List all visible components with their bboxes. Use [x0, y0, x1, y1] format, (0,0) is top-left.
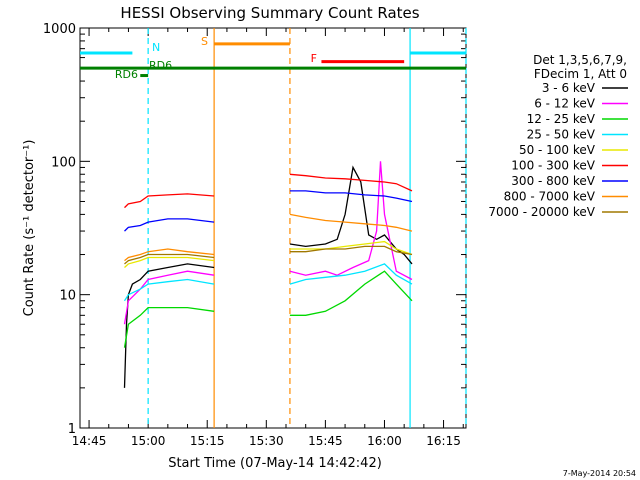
series-line-8-1: [289, 245, 413, 256]
x-tick-label-2: 15:15: [190, 434, 225, 448]
flag-label-4: RD6: [115, 68, 138, 81]
markers-layer: [147, 28, 467, 428]
x-tick-label-6: 16:15: [426, 434, 461, 448]
legend-entry-label-2: 12 - 25 keV: [527, 112, 596, 126]
x-tick-label-3: 15:30: [249, 434, 284, 448]
plot-border: [79, 27, 467, 429]
legend-entry-label-6: 300 - 800 keV: [511, 174, 595, 188]
series-line-5-1: [289, 173, 413, 192]
plot-frame: [79, 27, 467, 429]
series-line-1-0: [123, 270, 215, 325]
legend-header-1: FDecim 1, Att 0: [534, 67, 627, 81]
x-tick-label-1: 15:00: [131, 434, 166, 448]
y-tick-label-2: 100: [51, 155, 76, 170]
x-tick-label-4: 15:45: [308, 434, 343, 448]
series-line-8-0: [124, 253, 215, 265]
series-line-6-1: [289, 190, 413, 203]
y-tick-label-1: 10: [59, 289, 76, 304]
flag-label-2: F: [311, 52, 317, 65]
legend: Det 1,3,5,6,7,9,FDecim 1, Att 03 - 6 keV…: [488, 53, 628, 219]
series-line-2-0: [123, 306, 215, 348]
series-layer: [123, 161, 413, 388]
x-axis-label: Start Time (07-May-14 14:42:42): [168, 456, 382, 471]
series-line-6-0: [124, 218, 215, 232]
series-line-3-0: [123, 278, 215, 302]
legend-entry-label-7: 800 - 7000 keV: [504, 190, 596, 204]
series-line-1-1: [289, 161, 413, 281]
legend-entry-label-1: 6 - 12 keV: [534, 97, 596, 111]
legend-entry-label-4: 50 - 100 keV: [519, 143, 596, 157]
series-line-3-1: [289, 263, 413, 285]
legend-header-0: Det 1,3,5,6,7,9,: [533, 53, 627, 67]
series-line-7-1: [289, 213, 413, 232]
series-line-2-1: [289, 270, 413, 316]
legend-entry-label-5: 100 - 300 keV: [511, 159, 595, 173]
legend-entry-label-8: 7000 - 20000 keV: [488, 205, 595, 219]
series-line-4-1: [289, 240, 413, 256]
flags-layer: N S F RD6 RD6: [80, 35, 466, 81]
legend-entry-label-3: 25 - 50 keV: [527, 128, 596, 142]
legend-entry-label-0: 3 - 6 keV: [542, 81, 596, 95]
chart-title: HESSI Observing Summary Count Rates: [120, 4, 419, 22]
x-tick-label-0: 14:45: [72, 434, 107, 448]
flag-label-3: RD6: [149, 59, 172, 72]
y-axis-label: Count Rate (s⁻¹ detector⁻¹): [22, 140, 37, 317]
flag-label-0: N: [152, 41, 160, 54]
axes-layer: 14:45 15:00 15:15 15:30 15:45 16:00 16:15 1 10 10…: [43, 22, 466, 448]
series-line-4-0: [124, 256, 215, 268]
series-line-0-0: [123, 263, 215, 388]
series-line-5-0: [124, 193, 215, 209]
x-tick-label-5: 16:00: [367, 434, 402, 448]
series-line-7-0: [124, 248, 215, 262]
flag-label-1: S: [201, 35, 208, 48]
y-tick-label-0: 1: [68, 422, 76, 437]
y-tick-label-3: 1000: [43, 22, 76, 37]
timestamp: 7-May-2014 20:54: [563, 469, 636, 478]
